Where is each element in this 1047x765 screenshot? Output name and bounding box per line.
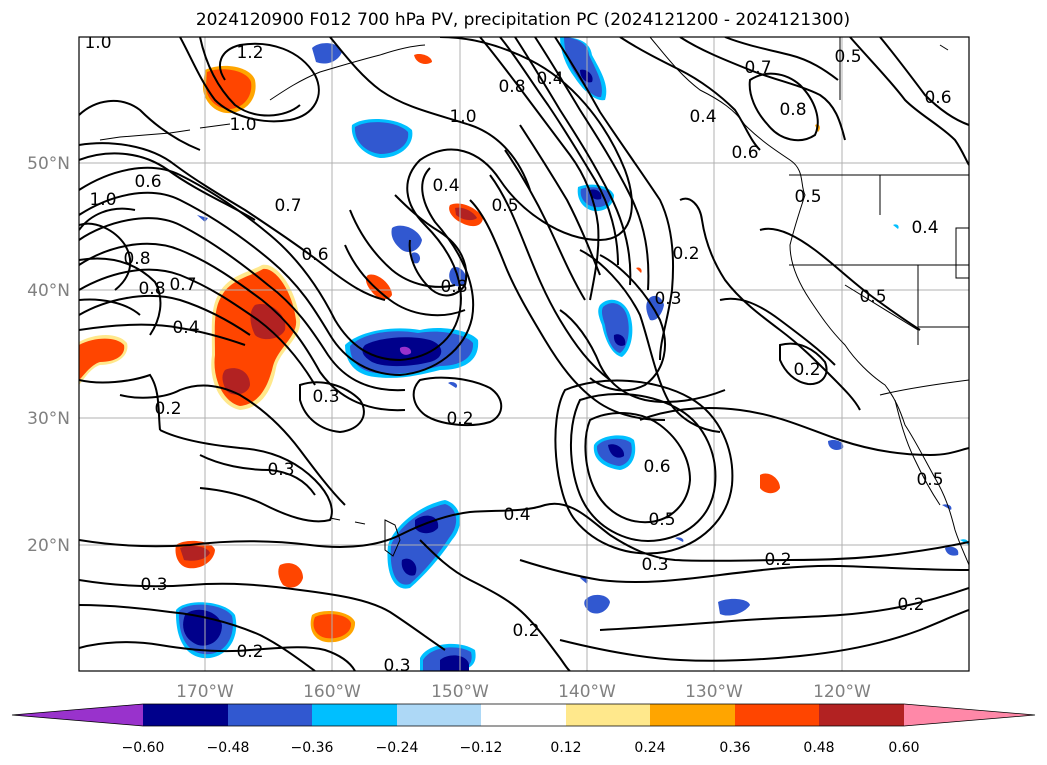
contour-label: 0.2 — [672, 244, 699, 264]
colorbar-segment — [228, 704, 312, 726]
contour-label: 0.7 — [169, 275, 196, 295]
map-plot-area: 1.0 1.2 1.0 0.8 0.4 1.0 0.5 0.6 1.0 0.7 … — [79, 33, 969, 676]
colorbar-segment — [481, 704, 566, 726]
contour-label: 1.0 — [89, 190, 116, 210]
contour-label: 1.0 — [449, 107, 476, 127]
contour-label: 0.4 — [689, 107, 716, 127]
contour-label: 0.2 — [512, 621, 539, 641]
precipitation-positive-areas — [79, 53, 820, 643]
contour-label: 0.3 — [140, 575, 167, 595]
contour-label: 0.8 — [440, 277, 467, 297]
colorbar-tick-label: 0.36 — [719, 740, 750, 756]
figure-title: 2024120900 F012 700 hPa PV, precipitatio… — [196, 10, 850, 30]
longitude-label: 150°W — [431, 682, 489, 702]
contour-label: 0.6 — [134, 172, 161, 192]
contour-label: 0.4 — [172, 318, 199, 338]
contour-label: 0.6 — [924, 88, 951, 108]
colorbar-segment — [143, 704, 228, 726]
colorbar-tick-label: −0.60 — [122, 740, 165, 756]
colorbar-tick-label: 0.60 — [888, 740, 919, 756]
longitude-label: 140°W — [558, 682, 616, 702]
contour-label: 0.6 — [643, 457, 670, 477]
contour-label: 0.2 — [897, 595, 924, 615]
contour-label: 0.5 — [794, 187, 821, 207]
colorbar-segment — [397, 704, 481, 726]
longitude-label: 170°W — [176, 682, 234, 702]
contour-label: 1.2 — [236, 43, 263, 63]
contour-label: 0.3 — [312, 387, 339, 407]
contour-label: 0.8 — [779, 100, 806, 120]
latitude-labels: 50°N 40°N 30°N 20°N — [27, 154, 70, 556]
longitude-label: 160°W — [303, 682, 361, 702]
contour-label: 0.3 — [383, 656, 410, 676]
contour-label: 0.6 — [731, 143, 758, 163]
contour-label: 0.2 — [446, 409, 473, 429]
contour-label: 0.3 — [654, 289, 681, 309]
contour-label: 0.5 — [916, 470, 943, 490]
contour-label: 0.5 — [648, 510, 675, 530]
colorbar-segment — [735, 704, 819, 726]
colorbar-segment — [566, 704, 650, 726]
latitude-label: 20°N — [27, 536, 70, 556]
colorbar-segment — [312, 704, 397, 726]
contour-label: 0.5 — [491, 196, 518, 216]
colorbar-tick-label: 0.12 — [550, 740, 581, 756]
contour-label: 1.0 — [229, 115, 256, 135]
contour-label: 0.2 — [793, 360, 820, 380]
precip-area-warm — [365, 274, 392, 300]
latitude-label: 50°N — [27, 154, 70, 174]
contour-label: 0.4 — [503, 505, 530, 525]
contour-label: 0.8 — [123, 249, 150, 269]
pv-contours — [79, 37, 969, 671]
colorbar-tick-label: −0.36 — [291, 740, 334, 756]
colorbar: −0.60 −0.48 −0.36 −0.24 −0.12 0.12 0.24 … — [11, 703, 1036, 756]
map-frame — [78, 36, 970, 672]
contour-label: 0.4 — [536, 69, 563, 89]
graticule — [79, 37, 969, 671]
contour-label: 0.4 — [911, 218, 938, 238]
contour-label: 0.4 — [432, 176, 459, 196]
contour-label: 0.2 — [764, 550, 791, 570]
colorbar-tick-label: 0.48 — [803, 740, 834, 756]
longitude-label: 120°W — [813, 682, 871, 702]
contour-label: 0.2 — [236, 642, 263, 662]
latitude-label: 40°N — [27, 281, 70, 301]
contour-label: 0.5 — [834, 47, 861, 67]
contour-label: 0.6 — [301, 245, 328, 265]
contour-label: 0.8 — [138, 279, 165, 299]
contour-label: 0.3 — [641, 555, 668, 575]
contour-label: 1.0 — [84, 33, 111, 53]
colorbar-extend-left — [12, 704, 143, 726]
contour-label: 0.8 — [498, 77, 525, 97]
contour-label: 0.3 — [267, 460, 294, 480]
colorbar-extend-right — [904, 704, 1035, 726]
coastlines — [99, 37, 969, 566]
colorbar-tick-label: −0.24 — [376, 740, 419, 756]
contour-label: 0.7 — [274, 196, 301, 216]
contour-label: 0.5 — [859, 287, 886, 307]
colorbar-tick-label: −0.12 — [460, 740, 503, 756]
colorbar-segment — [650, 704, 735, 726]
contour-labels: 1.0 1.2 1.0 0.8 0.4 1.0 0.5 0.6 1.0 0.7 … — [84, 33, 951, 676]
colorbar-segment — [819, 704, 904, 726]
longitude-labels: 170°W 160°W 150°W 140°W 130°W 120°W — [176, 682, 871, 702]
colorbar-tick-label: 0.24 — [634, 740, 665, 756]
precip-area-cool — [584, 594, 610, 614]
contour-label: 0.2 — [154, 399, 181, 419]
colorbar-tick-label: −0.48 — [207, 740, 250, 756]
latitude-label: 30°N — [27, 409, 70, 429]
contour-label: 0.7 — [744, 58, 771, 78]
longitude-label: 130°W — [685, 682, 743, 702]
